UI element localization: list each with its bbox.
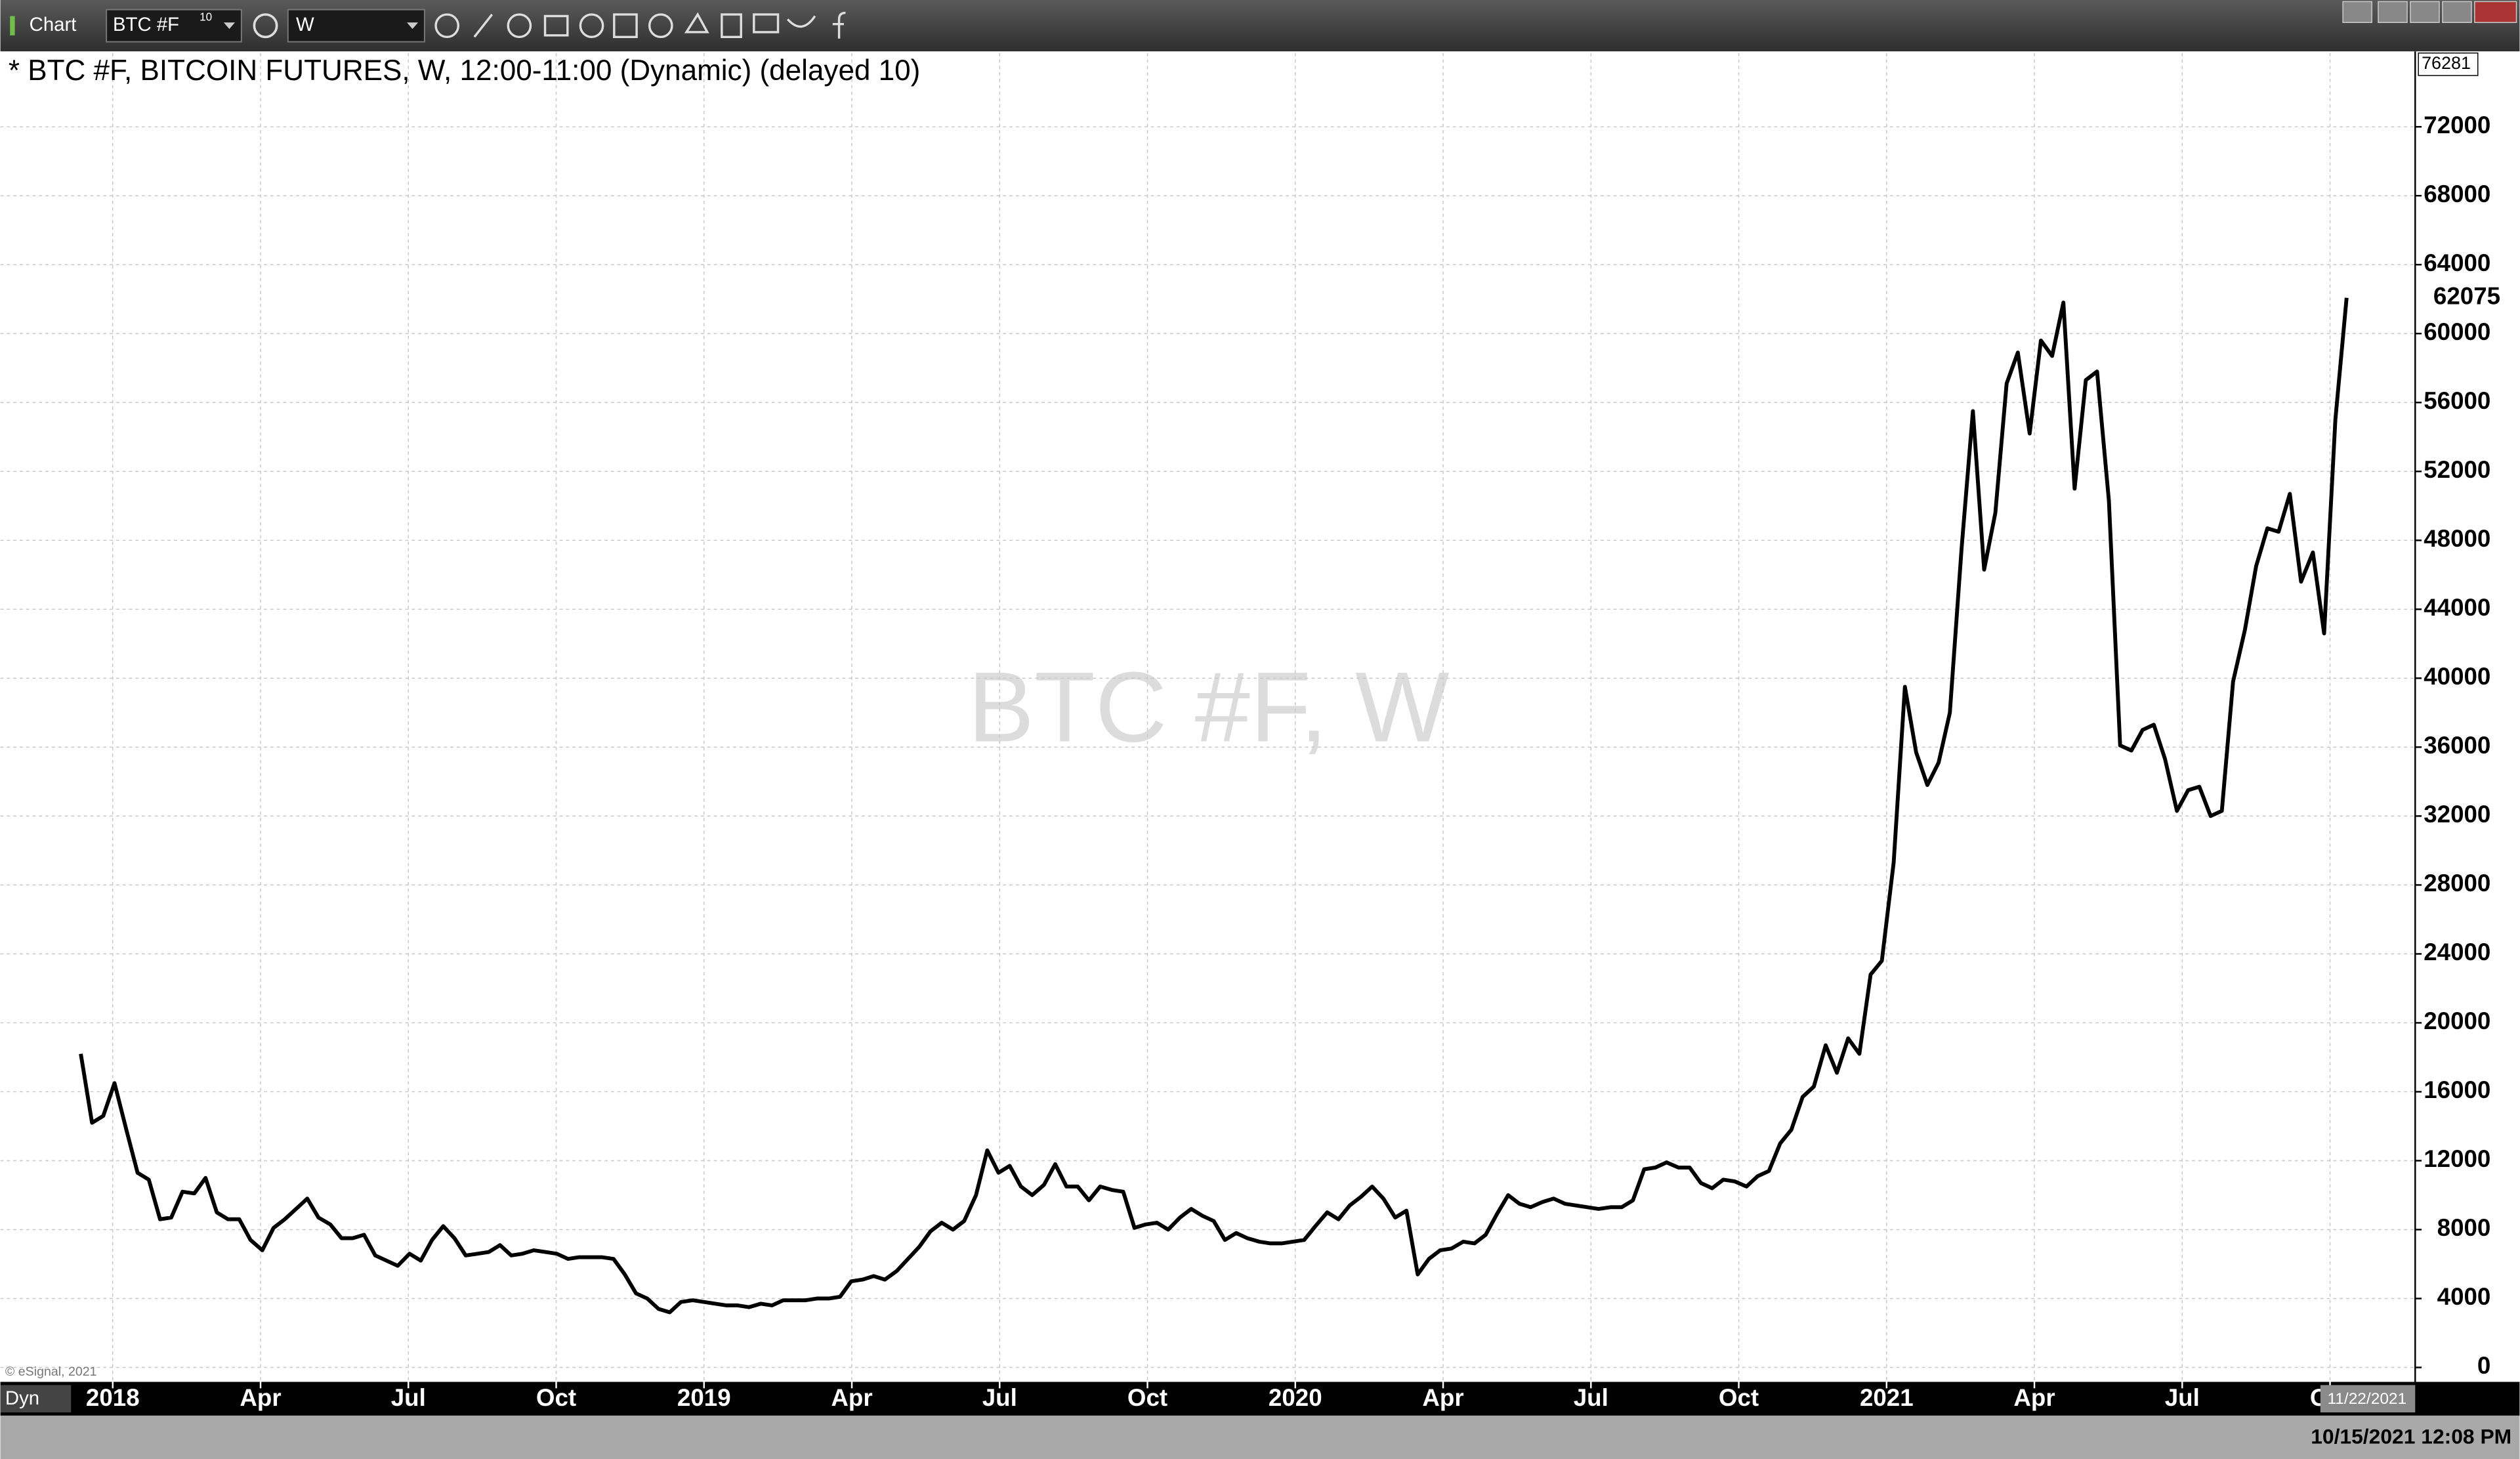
y-max-label: 76281	[2422, 53, 2471, 73]
x-tick-label: Jul	[2165, 1384, 2200, 1411]
tools-button[interactable]	[684, 12, 709, 33]
price-line	[79, 297, 2349, 1315]
y-tick-label: 24000	[2424, 939, 2490, 965]
mode-label: Dyn	[5, 1387, 39, 1409]
mode-box[interactable]	[0, 1385, 72, 1413]
y-max-box	[2418, 53, 2479, 76]
quote-button[interactable]	[543, 14, 569, 37]
copyright: © eSignal, 2021	[5, 1364, 97, 1379]
date-marker-box	[2320, 1385, 2416, 1413]
y-tick-label: 40000	[2424, 663, 2490, 690]
y-tick-label: 56000	[2424, 387, 2490, 414]
interval-input[interactable]	[287, 9, 425, 43]
x-tick-label: Apr	[240, 1384, 281, 1411]
y-tick-label: 72000	[2424, 112, 2490, 138]
draw-button[interactable]	[473, 13, 494, 38]
link-button[interactable]	[2378, 1, 2408, 24]
y-tick-label: 28000	[2424, 870, 2490, 897]
x-tick-label: 2020	[1269, 1384, 1322, 1411]
study-button[interactable]	[507, 13, 532, 39]
y-tick-label: 12000	[2424, 1145, 2490, 1172]
x-tick-label: Apr	[2013, 1384, 2055, 1411]
watermark: BTC #F, W	[968, 652, 1450, 763]
x-tick-label: Jul	[982, 1384, 1017, 1411]
ts-button[interactable]	[613, 13, 638, 39]
help-button[interactable]	[2342, 1, 2372, 24]
chat-button[interactable]	[753, 13, 780, 33]
last-value-box	[2418, 283, 2515, 312]
status-datetime: 10/15/2021 12:08 PM	[2311, 1425, 2511, 1448]
replay-button[interactable]	[579, 13, 604, 39]
x-tick-label: Apr	[1422, 1384, 1463, 1411]
minimize-button[interactable]	[2410, 1, 2440, 24]
y-tick-label: 8000	[2437, 1214, 2491, 1241]
y-tick-label: 32000	[2424, 801, 2490, 828]
symbol-badge: 10	[200, 10, 212, 23]
y-tick-label: 64000	[2424, 249, 2490, 276]
y-tick-label: 16000	[2424, 1076, 2490, 1103]
settings-button[interactable]	[253, 13, 278, 39]
app-icon	[10, 16, 15, 35]
y-tick-label: 0	[2477, 1352, 2490, 1379]
window-title: Chart	[30, 14, 77, 35]
x-axis-strip	[0, 1382, 2520, 1416]
layout-button[interactable]	[721, 13, 742, 39]
x-tick-label: 2018	[86, 1384, 140, 1411]
y-tick-label: 20000	[2424, 1007, 2490, 1034]
status-bar	[0, 1415, 2520, 1459]
x-tick-label: Jul	[391, 1384, 426, 1411]
y-tick-label: 4000	[2437, 1283, 2491, 1310]
y-tick-label: 48000	[2424, 525, 2490, 552]
y-tick-label: 36000	[2424, 732, 2490, 759]
restore-button[interactable]	[2442, 1, 2472, 24]
twitter-button[interactable]	[786, 15, 816, 28]
dropdown-arrow[interactable]	[406, 22, 419, 30]
clock-button[interactable]	[434, 13, 460, 39]
date-marker: 11/22/2021	[2328, 1390, 2407, 1408]
x-tick-label: 2019	[677, 1384, 731, 1411]
x-tick-label: 2021	[1860, 1384, 1914, 1411]
alert-button[interactable]	[648, 13, 673, 39]
y-tick-label: 60000	[2424, 318, 2490, 345]
x-tick-label: Oct	[1127, 1384, 1167, 1411]
y-tick-label: 52000	[2424, 456, 2490, 483]
symbol-input[interactable]	[106, 9, 242, 43]
x-tick-label: Apr	[831, 1384, 872, 1411]
x-tick-label: Oct	[1719, 1384, 1759, 1411]
interval-text: W	[296, 14, 314, 35]
y-tick-label: 68000	[2424, 180, 2490, 207]
plot-background	[0, 51, 2520, 1382]
chart-title: * BTC #F, BITCOIN FUTURES, W, 12:00-11:0…	[9, 54, 921, 87]
x-tick-label: Oct	[536, 1384, 576, 1411]
last-value-label: 62075	[2433, 282, 2500, 309]
x-tick-label: Jul	[1574, 1384, 1608, 1411]
dropdown-arrow[interactable]	[223, 22, 236, 30]
close-button[interactable]	[2474, 1, 2517, 24]
symbol-text: BTC #F	[113, 14, 179, 35]
y-tick-label: 44000	[2424, 594, 2490, 621]
facebook-button[interactable]	[832, 11, 846, 39]
